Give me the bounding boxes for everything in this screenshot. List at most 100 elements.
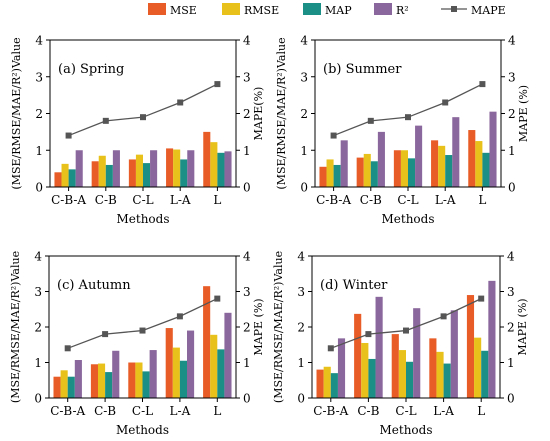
mape-line bbox=[64, 295, 221, 352]
y2-tick-label: 0 bbox=[508, 181, 516, 195]
y-tick-label: 2 bbox=[297, 321, 305, 335]
bar-map-c-b-a bbox=[333, 164, 341, 187]
bar-r-c-b bbox=[375, 296, 383, 398]
legend-item-map: MAP bbox=[303, 3, 352, 17]
bar-rmse-c-l bbox=[135, 154, 143, 187]
bar-mse-c-b-a bbox=[319, 166, 327, 187]
bar-rmse-l bbox=[210, 334, 218, 398]
y-tick-label: 2 bbox=[34, 321, 42, 335]
legend-label: MAPE bbox=[471, 4, 506, 17]
y-tick-label: 0 bbox=[35, 181, 43, 195]
mape-line bbox=[330, 81, 486, 139]
y-axis-label: (MSE/RMSE/MAE/R²)Value bbox=[275, 37, 288, 189]
x-tick-label: C-L bbox=[132, 404, 153, 418]
bar-r-l bbox=[224, 312, 232, 398]
y2-axis-label: MAPE (%) bbox=[516, 298, 529, 355]
bar-r-c-b-a bbox=[340, 140, 348, 187]
mape-point-c-b bbox=[102, 331, 109, 338]
legend-swatch bbox=[148, 3, 166, 15]
mape-point-c-b-a bbox=[64, 345, 71, 352]
bar-map-l-a bbox=[180, 159, 188, 187]
bar-r-l bbox=[224, 151, 232, 187]
bar-mse-l bbox=[466, 295, 475, 398]
bar-rmse-l-a bbox=[436, 351, 444, 398]
bar-r-c-b bbox=[377, 131, 385, 188]
bar-r-c-b-a bbox=[75, 150, 83, 187]
y-tick-label: 1 bbox=[35, 144, 43, 158]
bar-rmse-l-a bbox=[438, 145, 446, 187]
mape-point-c-b bbox=[365, 331, 372, 338]
bar-rmse-l bbox=[475, 141, 483, 187]
y-tick-label: 4 bbox=[300, 34, 308, 48]
y-tick-label: 2 bbox=[35, 107, 43, 121]
bar-mse-c-l bbox=[393, 150, 401, 187]
x-tick-label: C-B-A bbox=[50, 404, 85, 418]
bar-r-c-b-a bbox=[337, 338, 346, 398]
y2-tick-label: 1 bbox=[243, 144, 251, 158]
x-tick-label: C-B bbox=[94, 404, 116, 418]
bar-map-c-l bbox=[406, 361, 414, 398]
mape-point-c-l bbox=[403, 327, 409, 334]
bar-map-l bbox=[217, 152, 225, 187]
y-tick-label: 3 bbox=[297, 285, 305, 299]
bars bbox=[54, 131, 232, 188]
bar-r-l-a bbox=[187, 150, 195, 187]
panel-title: (c) Autumn bbox=[57, 278, 131, 293]
bar-map-c-b bbox=[368, 358, 376, 398]
y-tick-label: 0 bbox=[297, 392, 305, 406]
bar-mse-l-a bbox=[165, 328, 173, 398]
y-tick-label: 3 bbox=[300, 70, 308, 84]
bar-mse-c-l bbox=[391, 334, 399, 398]
bar-rmse-c-l bbox=[135, 362, 143, 398]
mape-point-l bbox=[214, 81, 221, 88]
bar-rmse-l bbox=[474, 337, 482, 398]
y-tick-label: 0 bbox=[34, 392, 42, 406]
bar-map-c-l bbox=[408, 158, 416, 187]
y2-tick-label: 2 bbox=[243, 107, 251, 121]
bar-r-c-l bbox=[413, 308, 421, 398]
bar-mse-l-a bbox=[431, 140, 439, 187]
legend-label: MSE bbox=[170, 4, 197, 17]
mape-point-l-a bbox=[176, 313, 183, 320]
legend-label: RMSE bbox=[244, 4, 279, 17]
y2-tick-label: 3 bbox=[508, 70, 516, 84]
bar-rmse-c-b bbox=[97, 363, 106, 398]
y2-tick-label: 4 bbox=[507, 250, 515, 264]
chart-panel-4: 0 1 2 3 4 0 1 2 3 4 C-B-A C-B C-L L-A L (d) Winter Metho… bbox=[272, 250, 529, 438]
mape-point-c-l bbox=[140, 114, 146, 121]
bar-mse-l-a bbox=[166, 148, 174, 187]
x-tick-label: L bbox=[213, 404, 221, 418]
chart-panel-1: 0 1 2 3 4 0 1 2 3 4 C-B-A C-B C-L L-A L (a) Spring Metho… bbox=[10, 34, 265, 227]
mape-point-c-l bbox=[405, 114, 411, 121]
bar-rmse-c-l bbox=[400, 150, 408, 187]
legend-item-r: R² bbox=[374, 3, 409, 17]
bar-rmse-c-b bbox=[361, 342, 369, 398]
x-tick-label: L bbox=[478, 193, 486, 207]
bar-rmse-l-a bbox=[172, 347, 180, 398]
legend-swatch bbox=[222, 3, 240, 15]
bar-rmse-l-a bbox=[173, 149, 181, 187]
mape-point-l-a bbox=[177, 99, 184, 106]
bar-r-c-b-a bbox=[74, 360, 82, 398]
x-tick-label: L-A bbox=[170, 193, 191, 207]
x-tick-label: C-B bbox=[360, 193, 382, 207]
bar-mse-c-b-a bbox=[53, 376, 61, 398]
mape-polyline bbox=[330, 298, 482, 349]
x-tick-label: C-L bbox=[132, 193, 153, 207]
y-tick-label: 1 bbox=[34, 356, 42, 370]
x-axis-label: Methods bbox=[379, 423, 432, 437]
mape-point-l-a bbox=[442, 99, 449, 106]
bar-mse-c-b bbox=[356, 157, 364, 187]
x-tick-label: L bbox=[213, 193, 221, 207]
bar-mse-c-b bbox=[354, 313, 362, 398]
bar-r-c-l bbox=[150, 150, 158, 187]
bar-mse-c-b bbox=[90, 364, 98, 398]
bar-rmse-l bbox=[210, 142, 218, 187]
legend-label: MAP bbox=[325, 4, 352, 17]
x-tick-label: L bbox=[477, 404, 485, 418]
y-axis-label: (MSE/RMSE/MAE/R²)Value bbox=[9, 251, 22, 403]
mape-line bbox=[327, 295, 485, 352]
y2-tick-label: 0 bbox=[243, 181, 251, 195]
bar-map-c-b bbox=[105, 372, 113, 398]
y2-axis-label: MAPE(%) bbox=[252, 87, 265, 141]
